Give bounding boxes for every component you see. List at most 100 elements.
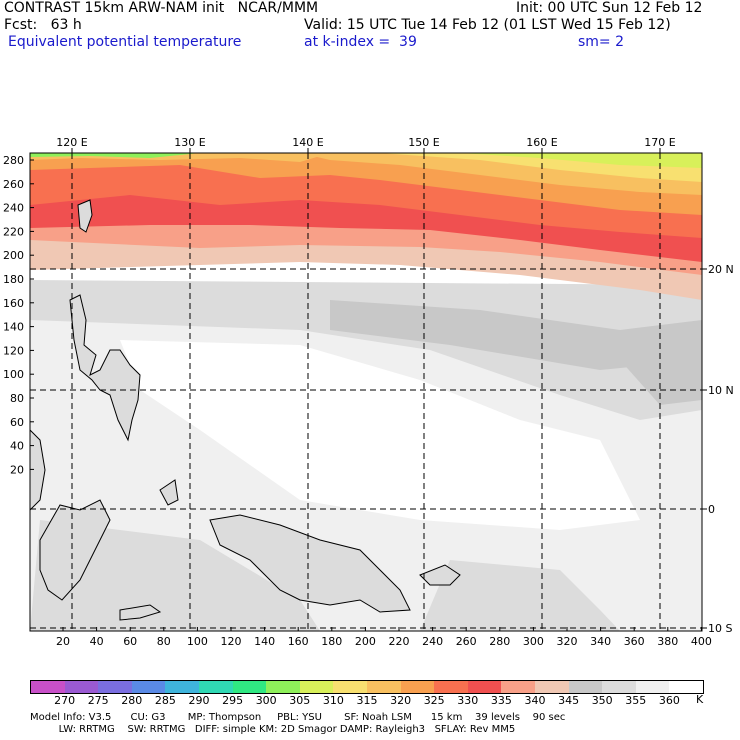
colorbar-label: 300: [255, 694, 277, 707]
colorbar-swatch: [602, 681, 636, 693]
graticule: [30, 153, 702, 631]
x-grid-label: 80: [157, 635, 171, 648]
colorbar-swatch: [467, 681, 502, 693]
colorbar-swatch: [434, 681, 468, 693]
y-grid-label: 240: [3, 202, 24, 215]
colorbar-label: 320: [390, 694, 412, 707]
level-index: at k-index = 39: [304, 34, 417, 50]
lon-label: 160 E: [526, 136, 557, 149]
colorbar-label: 330: [457, 694, 479, 707]
colorbar-swatch: [64, 681, 99, 693]
x-grid-label: 160: [288, 635, 309, 648]
colorbar-swatch: [31, 681, 65, 693]
y-grid-label: 260: [3, 178, 24, 191]
colorbar-label: 305: [289, 694, 311, 707]
colorbar-label: 345: [558, 694, 580, 707]
colorbar-label: 280: [121, 694, 143, 707]
colorbar-label: 315: [356, 694, 378, 707]
colorbar-label: 285: [154, 694, 176, 707]
y-grid-label: 80: [10, 392, 24, 405]
colorbar-label: 355: [625, 694, 647, 707]
x-grid-label: 180: [321, 635, 342, 648]
model-info-line2: LW: RRTMG SW: RRTMG DIFF: simple KM: 2D …: [30, 724, 516, 735]
colorbar: [30, 680, 704, 694]
x-grid-label: 260: [456, 635, 477, 648]
colorbar-label: 360: [658, 694, 680, 707]
x-grid-label: 280: [489, 635, 510, 648]
y-grid-label: 220: [3, 225, 24, 238]
colorbar-swatch: [98, 681, 132, 693]
y-grid-label: 160: [3, 297, 24, 310]
colorbar-swatch: [266, 681, 300, 693]
colorbar-swatch: [131, 681, 166, 693]
x-grid-label: 20: [56, 635, 70, 648]
forecast-hour: Fcst: 63 h: [4, 17, 82, 33]
x-grid-label: 140: [254, 635, 275, 648]
colorbar-label: 310: [322, 694, 344, 707]
colorbar-swatch: [669, 681, 703, 693]
lat-label: 10 S: [708, 622, 732, 635]
lon-label: 170 E: [644, 136, 675, 149]
y-grid-label: 200: [3, 249, 24, 262]
field-name: Equivalent potential temperature: [8, 34, 242, 50]
x-grid-label: 40: [90, 635, 104, 648]
colorbar-swatch: [299, 681, 334, 693]
x-grid-label: 320: [557, 635, 578, 648]
colorbar-label: 340: [524, 694, 546, 707]
y-grid-label: 120: [3, 344, 24, 357]
map-fill-field: [30, 153, 702, 631]
x-grid-label: 340: [590, 635, 611, 648]
model-info-line1: Model Info: V3.5 CU: G3 MP: Thompson PBL…: [30, 712, 566, 723]
colorbar-swatch: [198, 681, 233, 693]
x-grid-label: 300: [523, 635, 544, 648]
y-grid-label: 280: [3, 154, 24, 167]
x-grid-label: 220: [389, 635, 410, 648]
coastlines: [29, 199, 461, 621]
y-grid-label: 40: [10, 440, 24, 453]
y-grid-label: 60: [10, 416, 24, 429]
valid-time: Valid: 15 UTC Tue 14 Feb 12 (01 LST Wed …: [304, 17, 671, 33]
plot-frame: [29, 152, 703, 632]
colorbar-unit: K: [696, 693, 704, 706]
colorbar-swatch: [534, 681, 569, 693]
x-grid-label: 200: [355, 635, 376, 648]
colorbar-swatch: [400, 681, 435, 693]
lon-label: 120 E: [56, 136, 87, 149]
lat-label: 20 N: [708, 263, 734, 276]
lat-label: 0: [708, 503, 715, 516]
init-time: Init: 00 UTC Sun 12 Feb 12: [516, 0, 703, 16]
lon-label: 140 E: [292, 136, 323, 149]
x-grid-label: 380: [657, 635, 678, 648]
colorbar-swatch: [568, 681, 603, 693]
map-title: CONTRAST 15km ARW-NAM init NCAR/MMM: [4, 0, 319, 16]
colorbar-label: 350: [591, 694, 613, 707]
colorbar-swatch: [501, 681, 535, 693]
x-grid-label: 360: [624, 635, 645, 648]
colorbar-label: 335: [490, 694, 512, 707]
smoothing: sm= 2: [578, 34, 625, 50]
axis-ticks: 120 E 130 E 140 E 150 E 160 E 170 E 20 N 10 N 0 1…: [3, 136, 734, 648]
x-grid-label: 400: [691, 635, 712, 648]
y-grid-label: 180: [3, 273, 24, 286]
x-grid-label: 240: [422, 635, 443, 648]
colorbar-label: 325: [423, 694, 445, 707]
x-grid-label: 120: [221, 635, 242, 648]
lon-label: 150 E: [408, 136, 439, 149]
x-grid-label: 60: [123, 635, 137, 648]
colorbar-label: 290: [188, 694, 210, 707]
colorbar-swatch: [165, 681, 199, 693]
y-grid-label: 100: [3, 368, 24, 381]
y-grid-label: 20: [10, 463, 24, 476]
y-grid-label: 140: [3, 321, 24, 334]
colorbar-swatch: [333, 681, 367, 693]
colorbar-label: 270: [54, 694, 76, 707]
colorbar-swatch: [635, 681, 670, 693]
x-grid-label: 100: [187, 635, 208, 648]
colorbar-swatch: [232, 681, 267, 693]
colorbar-label: 275: [87, 694, 109, 707]
lon-label: 130 E: [174, 136, 205, 149]
colorbar-swatch: [366, 681, 401, 693]
colorbar-label: 295: [222, 694, 244, 707]
lat-label: 10 N: [708, 384, 734, 397]
